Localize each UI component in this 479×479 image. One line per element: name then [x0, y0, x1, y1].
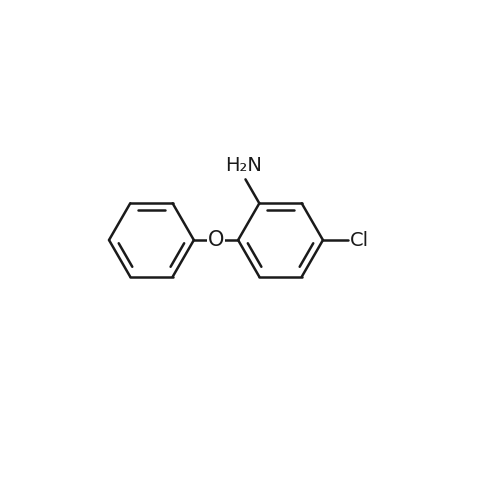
Text: H₂N: H₂N [225, 156, 262, 175]
Text: O: O [208, 230, 224, 250]
Text: Cl: Cl [350, 230, 369, 250]
